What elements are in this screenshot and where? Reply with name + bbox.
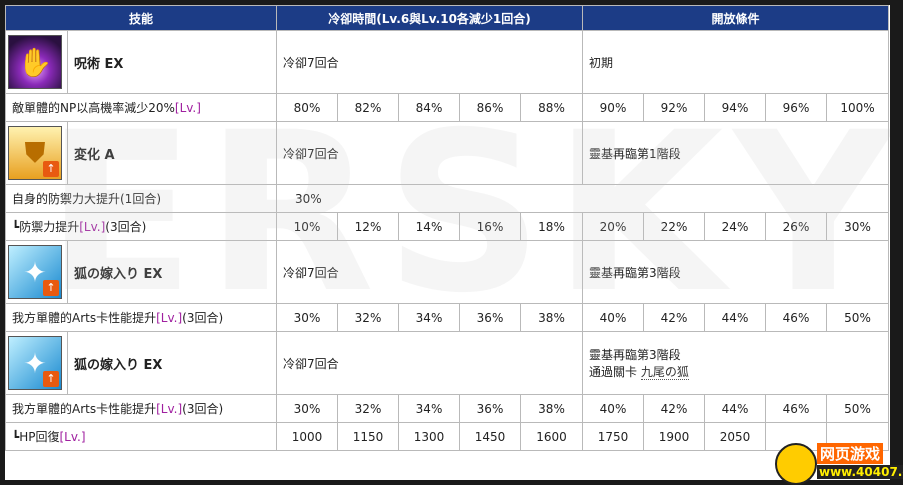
header-unlock: 開放條件 — [582, 5, 890, 31]
mascot-icon — [775, 443, 817, 485]
value-cell: 36% — [459, 303, 522, 332]
value-cell: 40% — [582, 303, 645, 332]
skill-unlock: 靈基再臨第3階段 通過關卡 九尾の狐 — [582, 331, 890, 395]
value-cell: 40% — [582, 394, 645, 423]
level-tag[interactable]: [Lv.] — [59, 430, 86, 444]
effect-row: 敵單體的NP以高機率減少20%[Lv.] 80% 82% 84% 86% 88%… — [5, 93, 890, 122]
header-cooldown: 冷卻時間(Lv.6與Lv.10各減少1回合) — [276, 5, 584, 31]
value-cell: 38% — [520, 303, 584, 332]
value-cell: 88% — [520, 93, 584, 122]
arts-icon: ✦ ↑ — [8, 245, 62, 299]
site-logo: 网页游戏 www.40407.com — [773, 437, 903, 485]
effect-row: ┗HP回復[Lv.] 1000 1150 1300 1450 1600 1750… — [5, 422, 890, 451]
value-cell: 30% — [826, 212, 890, 241]
value-cell: 36% — [459, 394, 522, 423]
effect-text: ┗防禦力提升[Lv.](3回合) — [5, 212, 278, 241]
value-cell: 46% — [765, 303, 828, 332]
value-cell: 1750 — [582, 422, 645, 451]
value-cell: 1000 — [276, 422, 339, 451]
value-cell: 24% — [704, 212, 767, 241]
effect-text: 我方單體的Arts卡性能提升[Lv.](3回合) — [5, 303, 278, 332]
skill-table: 技能 冷卻時間(Lv.6與Lv.10各減少1回合) 開放條件 ✋ 呪術 EX 冷… — [5, 5, 890, 451]
unlock-line: 通過關卡 九尾の狐 — [589, 365, 689, 380]
curse-icon: ✋ — [8, 35, 62, 89]
value-cell: 12% — [337, 212, 400, 241]
skill-name: 変化 A — [74, 147, 115, 163]
value-cell: 84% — [398, 93, 461, 122]
logo-text: 网页游戏 — [817, 443, 884, 464]
effect-row: 自身的防禦力大提升(1回合) 30% — [5, 184, 890, 213]
table-header: 技能 冷卻時間(Lv.6與Lv.10各減少1回合) 開放條件 — [5, 5, 890, 31]
value-cell: 1900 — [643, 422, 706, 451]
value-cell: 26% — [765, 212, 828, 241]
value-cell: 100% — [826, 93, 890, 122]
value-cell: 2050 — [704, 422, 767, 451]
header-skill: 技能 — [5, 5, 278, 31]
value-cell: 30% — [276, 394, 339, 423]
value-cell: 30% — [276, 303, 339, 332]
skill-name: 呪術 EX — [74, 56, 124, 72]
value-cell: 80% — [276, 93, 339, 122]
value-cell: 94% — [704, 93, 767, 122]
shield-icon: ⛊ ↑ — [8, 126, 62, 180]
skill-unlock: 靈基再臨第3階段 — [582, 240, 890, 304]
value-cell: 44% — [704, 303, 767, 332]
skill-unlock: 初期 — [582, 30, 890, 94]
level-tag[interactable]: [Lv.] — [174, 101, 201, 115]
skill-name: 狐の嫁入り EX — [74, 357, 163, 373]
unlock-line: 靈基再臨第3階段 — [589, 348, 681, 362]
value-cell: 50% — [826, 394, 890, 423]
value-cell: 16% — [459, 212, 522, 241]
skill-row: ⛊ ↑ 変化 A 冷卻7回合 靈基再臨第1階段 — [5, 121, 890, 185]
skill-row: ✦ ↑ 狐の嫁入り EX 冷卻7回合 靈基再臨第3階段 — [5, 240, 890, 304]
effect-text: 自身的防禦力大提升(1回合) — [5, 184, 278, 213]
value-cell: 34% — [398, 303, 461, 332]
value-cell: 90% — [582, 93, 645, 122]
value-cell: 42% — [643, 394, 706, 423]
value-cell: 18% — [520, 212, 584, 241]
level-tag[interactable]: [Lv.] — [156, 311, 183, 325]
skill-table-panel: ERSKY 技能 冷卻時間(Lv.6與Lv.10各減少1回合) 開放條件 ✋ 呪… — [5, 5, 890, 480]
value-cell: 22% — [643, 212, 706, 241]
level-tag[interactable]: [Lv.] — [156, 402, 183, 416]
arts-icon: ✦ ↑ — [8, 336, 62, 390]
effect-text: 我方單體的Arts卡性能提升[Lv.](3回合) — [5, 394, 278, 423]
skill-cooldown: 冷卻7回合 — [276, 30, 584, 94]
effect-row: 我方單體的Arts卡性能提升[Lv.](3回合) 30% 32% 34% 36%… — [5, 303, 890, 332]
value-cell: 46% — [765, 394, 828, 423]
value-cell: 92% — [643, 93, 706, 122]
value-cell: 1600 — [520, 422, 584, 451]
effect-text: ┗HP回復[Lv.] — [5, 422, 278, 451]
value-cell: 86% — [459, 93, 522, 122]
value-cell: 14% — [398, 212, 461, 241]
skill-name: 狐の嫁入り EX — [74, 266, 163, 282]
value-cell: 20% — [582, 212, 645, 241]
value-cell: 10% — [276, 212, 339, 241]
value-cell: 96% — [765, 93, 828, 122]
skill-row: ✦ ↑ 狐の嫁入り EX 冷卻7回合 靈基再臨第3階段 通過關卡 九尾の狐 — [5, 331, 890, 395]
effect-row: 我方單體的Arts卡性能提升[Lv.](3回合) 30% 32% 34% 36%… — [5, 394, 890, 423]
value-cell: 32% — [337, 303, 400, 332]
skill-cooldown: 冷卻7回合 — [276, 121, 584, 185]
value-cell: 1150 — [337, 422, 400, 451]
value-cell: 1300 — [398, 422, 461, 451]
skill-cooldown: 冷卻7回合 — [276, 331, 584, 395]
value-cell: 44% — [704, 394, 767, 423]
value-cell: 32% — [337, 394, 400, 423]
effect-text: 敵單體的NP以高機率減少20%[Lv.] — [5, 93, 278, 122]
level-tag[interactable]: [Lv.] — [79, 220, 106, 234]
value-cell: 30% — [276, 184, 890, 213]
skill-cooldown: 冷卻7回合 — [276, 240, 584, 304]
value-cell: 42% — [643, 303, 706, 332]
skill-row: ✋ 呪術 EX 冷卻7回合 初期 — [5, 30, 890, 94]
value-cell: 50% — [826, 303, 890, 332]
quest-link[interactable]: 九尾の狐 — [640, 365, 689, 380]
logo-url: www.40407.com — [817, 465, 903, 479]
value-cell: 38% — [520, 394, 584, 423]
value-cell: 82% — [337, 93, 400, 122]
value-cell: 34% — [398, 394, 461, 423]
effect-row: ┗防禦力提升[Lv.](3回合) 10% 12% 14% 16% 18% 20%… — [5, 212, 890, 241]
skill-unlock: 靈基再臨第1階段 — [582, 121, 890, 185]
value-cell: 1450 — [459, 422, 522, 451]
